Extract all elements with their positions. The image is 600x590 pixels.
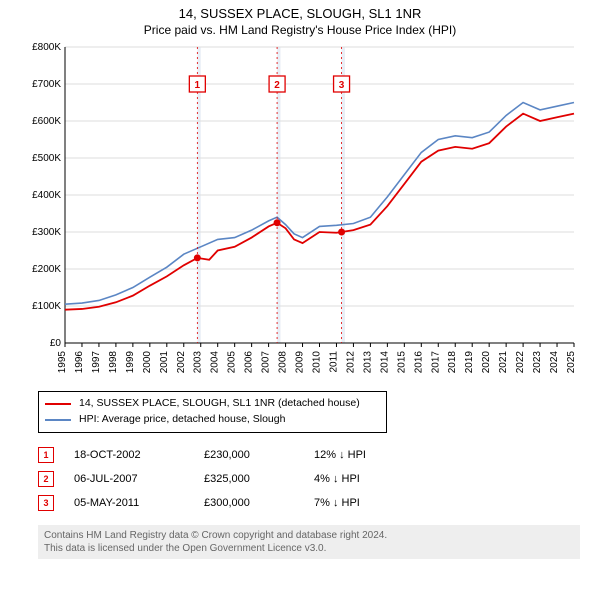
svg-text:2006: 2006 [244, 351, 255, 374]
svg-text:1995: 1995 [57, 351, 68, 374]
svg-text:2009: 2009 [295, 351, 306, 374]
svg-text:£100K: £100K [32, 301, 61, 312]
marker-badge: 3 [38, 495, 54, 511]
svg-text:2023: 2023 [532, 351, 543, 374]
svg-text:2012: 2012 [345, 351, 356, 374]
svg-text:£500K: £500K [32, 153, 61, 164]
svg-text:2018: 2018 [447, 351, 458, 374]
svg-text:£800K: £800K [32, 43, 61, 53]
chart-container: 14, SUSSEX PLACE, SLOUGH, SL1 1NR Price … [0, 0, 600, 590]
svg-text:2004: 2004 [210, 351, 221, 374]
svg-text:2010: 2010 [312, 351, 323, 374]
legend-swatch [45, 403, 71, 405]
chart-subtitle: Price paid vs. HM Land Registry's House … [0, 21, 600, 43]
svg-text:1998: 1998 [108, 351, 119, 374]
svg-text:2: 2 [274, 80, 280, 91]
svg-text:2021: 2021 [498, 351, 509, 374]
svg-text:£300K: £300K [32, 227, 61, 238]
svg-text:2001: 2001 [159, 351, 170, 374]
legend-swatch [45, 419, 71, 421]
transaction-diff: 12% ↓ HPI [314, 449, 404, 461]
svg-text:1999: 1999 [125, 351, 136, 374]
svg-text:£400K: £400K [32, 190, 61, 201]
marker-badge: 2 [38, 471, 54, 487]
svg-text:2008: 2008 [278, 351, 289, 374]
svg-text:£700K: £700K [32, 79, 61, 90]
transaction-row: 3 05-MAY-2011 £300,000 7% ↓ HPI [38, 491, 600, 515]
svg-text:2002: 2002 [176, 351, 187, 374]
svg-text:2017: 2017 [430, 351, 441, 374]
legend-item: HPI: Average price, detached house, Slou… [45, 412, 380, 428]
footer-line: This data is licensed under the Open Gov… [44, 542, 574, 555]
legend-label: HPI: Average price, detached house, Slou… [79, 412, 285, 428]
svg-text:2015: 2015 [396, 351, 407, 374]
svg-text:2020: 2020 [481, 351, 492, 374]
svg-text:2007: 2007 [261, 351, 272, 374]
legend-item: 14, SUSSEX PLACE, SLOUGH, SL1 1NR (detac… [45, 396, 380, 412]
svg-text:2005: 2005 [227, 351, 238, 374]
transaction-price: £230,000 [204, 449, 294, 461]
svg-text:2000: 2000 [142, 351, 153, 374]
transactions-table: 1 18-OCT-2002 £230,000 12% ↓ HPI 2 06-JU… [38, 443, 600, 515]
transaction-date: 05-MAY-2011 [74, 497, 184, 509]
marker-badge: 1 [38, 447, 54, 463]
svg-text:2025: 2025 [566, 351, 577, 374]
transaction-row: 2 06-JUL-2007 £325,000 4% ↓ HPI [38, 467, 600, 491]
chart-area: £0 £100K £200K £300K £400K £500K £600K £700K £80… [20, 43, 580, 383]
line-chart-svg: £0 £100K £200K £300K £400K £500K £600K £700K £80… [20, 43, 580, 383]
svg-text:1: 1 [195, 80, 201, 91]
transaction-date: 18-OCT-2002 [74, 449, 184, 461]
transaction-diff: 7% ↓ HPI [314, 497, 404, 509]
transaction-row: 1 18-OCT-2002 £230,000 12% ↓ HPI [38, 443, 600, 467]
transaction-diff: 4% ↓ HPI [314, 473, 404, 485]
svg-text:3: 3 [339, 80, 345, 91]
svg-text:2024: 2024 [549, 351, 560, 374]
legend-label: 14, SUSSEX PLACE, SLOUGH, SL1 1NR (detac… [79, 396, 360, 412]
svg-text:£0: £0 [50, 338, 62, 349]
svg-text:2013: 2013 [362, 351, 373, 374]
transaction-price: £300,000 [204, 497, 294, 509]
chart-title: 14, SUSSEX PLACE, SLOUGH, SL1 1NR [0, 0, 600, 21]
svg-text:2016: 2016 [413, 351, 424, 374]
svg-text:1997: 1997 [91, 351, 102, 374]
transaction-price: £325,000 [204, 473, 294, 485]
transaction-date: 06-JUL-2007 [74, 473, 184, 485]
svg-text:£600K: £600K [32, 116, 61, 127]
svg-text:2022: 2022 [515, 351, 526, 374]
legend: 14, SUSSEX PLACE, SLOUGH, SL1 1NR (detac… [38, 391, 387, 433]
svg-text:1996: 1996 [74, 351, 85, 374]
svg-text:2003: 2003 [193, 351, 204, 374]
svg-text:2011: 2011 [328, 351, 339, 373]
svg-text:2019: 2019 [464, 351, 475, 374]
svg-text:2014: 2014 [379, 351, 390, 374]
footer-line: Contains HM Land Registry data © Crown c… [44, 529, 574, 542]
footer-attribution: Contains HM Land Registry data © Crown c… [38, 525, 580, 559]
svg-text:£200K: £200K [32, 264, 61, 275]
